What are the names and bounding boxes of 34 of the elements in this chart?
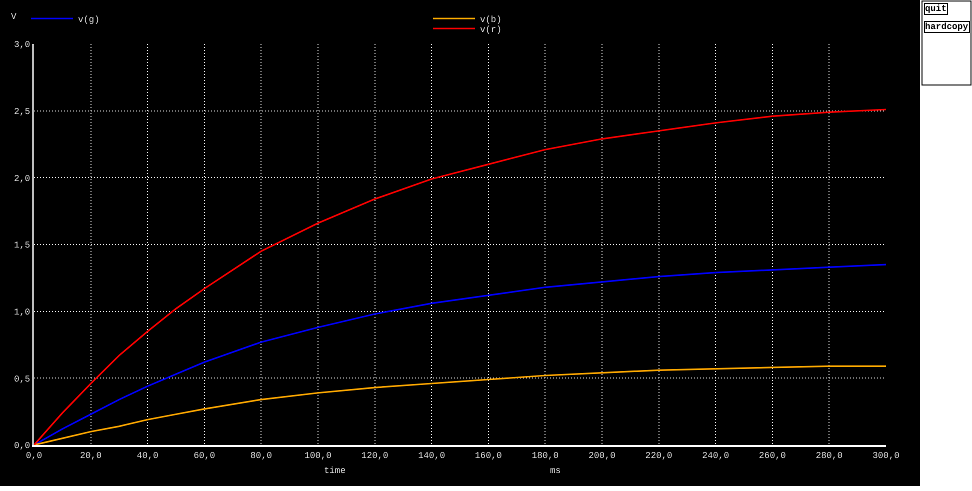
x-tick-label: 200,0 bbox=[588, 450, 616, 461]
legend-label: v(r) bbox=[480, 25, 502, 36]
x-tick-label: 280,0 bbox=[816, 450, 843, 461]
x-tick-label: 260,0 bbox=[758, 450, 786, 461]
x-tick-label: 140,0 bbox=[418, 450, 446, 461]
y-tick-label: 2,5 bbox=[14, 106, 30, 117]
legend-label: v(g) bbox=[78, 15, 100, 26]
legend-label: v(b) bbox=[480, 15, 502, 26]
x-tick-label: 240,0 bbox=[702, 450, 730, 461]
x-tick-label: 160,0 bbox=[474, 450, 502, 461]
text: hardcopy bbox=[925, 22, 969, 32]
y-tick-label: 0,5 bbox=[14, 374, 30, 384]
x-tick-label: 100,0 bbox=[304, 450, 332, 461]
line-series bbox=[34, 365, 886, 445]
text: ms bbox=[550, 466, 561, 476]
x-tick-label: 180,0 bbox=[532, 450, 559, 461]
y-tick-label: 1,5 bbox=[14, 240, 30, 251]
y-axis-title: V bbox=[11, 12, 17, 22]
x-tick-label: 300,0 bbox=[872, 450, 900, 461]
text: quit bbox=[925, 4, 947, 14]
x-tick-label: 120,0 bbox=[361, 450, 388, 461]
y-tick-label: 2,0 bbox=[14, 174, 30, 184]
x-tick-label: 40,0 bbox=[136, 450, 158, 461]
line-series bbox=[34, 108, 886, 445]
x-tick-label: 80,0 bbox=[250, 450, 272, 461]
y-tick-label: 1,0 bbox=[14, 307, 30, 318]
y-tick-label: 0,0 bbox=[14, 441, 30, 452]
x-axis-title: time bbox=[324, 466, 346, 476]
y-tick-label: 3,0 bbox=[14, 40, 30, 50]
x-tick-label: 60,0 bbox=[194, 450, 216, 461]
x-tick-label: 220,0 bbox=[645, 450, 672, 461]
x-tick-label: 0,0 bbox=[26, 450, 42, 461]
line-series bbox=[34, 264, 886, 445]
x-tick-label: 20,0 bbox=[80, 450, 102, 461]
